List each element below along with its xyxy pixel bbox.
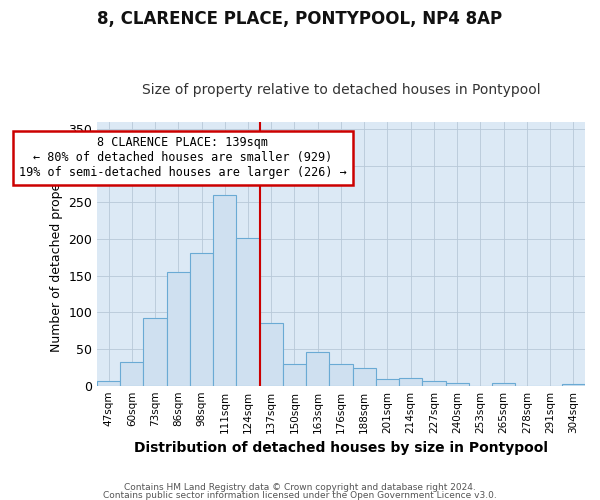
Y-axis label: Number of detached properties: Number of detached properties [50, 155, 62, 352]
Text: 8 CLARENCE PLACE: 139sqm
← 80% of detached houses are smaller (929)
19% of semi-: 8 CLARENCE PLACE: 139sqm ← 80% of detach… [19, 136, 347, 180]
Text: Contains HM Land Registry data © Crown copyright and database right 2024.: Contains HM Land Registry data © Crown c… [124, 484, 476, 492]
Bar [236, 238, 260, 386]
Bar [260, 324, 283, 386]
Bar [353, 368, 376, 386]
Bar [376, 379, 399, 386]
Bar [306, 352, 329, 386]
Bar [283, 364, 306, 386]
Bar [190, 253, 213, 386]
X-axis label: Distribution of detached houses by size in Pontypool: Distribution of detached houses by size … [134, 441, 548, 455]
Bar [562, 384, 585, 386]
Bar [97, 382, 120, 386]
Text: 8, CLARENCE PLACE, PONTYPOOL, NP4 8AP: 8, CLARENCE PLACE, PONTYPOOL, NP4 8AP [97, 10, 503, 28]
Text: Contains public sector information licensed under the Open Government Licence v3: Contains public sector information licen… [103, 490, 497, 500]
Bar [446, 384, 469, 386]
Title: Size of property relative to detached houses in Pontypool: Size of property relative to detached ho… [142, 83, 540, 97]
Bar [167, 272, 190, 386]
Bar [143, 318, 167, 386]
Bar [329, 364, 353, 386]
Bar [492, 382, 515, 386]
Bar [120, 362, 143, 386]
Bar [422, 382, 446, 386]
Bar [399, 378, 422, 386]
Bar [213, 195, 236, 386]
